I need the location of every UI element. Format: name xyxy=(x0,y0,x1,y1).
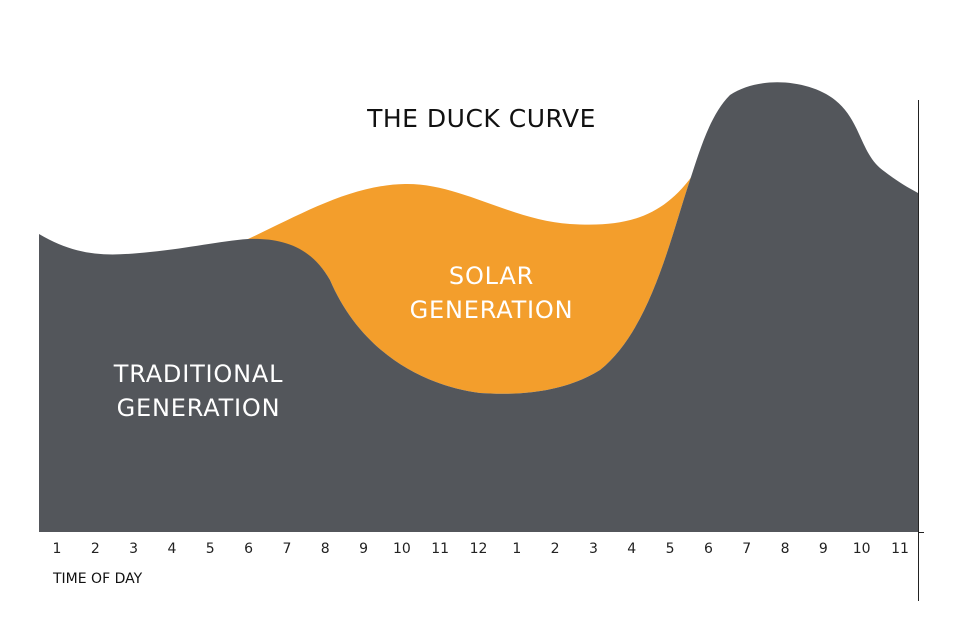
x-tick-label: 4 xyxy=(167,541,177,557)
x-tick-label: 10 xyxy=(852,541,871,557)
x-tick-label: 2 xyxy=(90,541,100,557)
traditional-generation-area xyxy=(39,82,918,533)
x-tick-label: 7 xyxy=(742,541,752,557)
x-tick-label: 4 xyxy=(627,541,637,557)
x-tick-label: 9 xyxy=(359,541,368,557)
x-tick-label: 6 xyxy=(244,541,254,557)
x-tick-label: 11 xyxy=(891,541,909,557)
x-tick-label: 11 xyxy=(431,541,450,557)
x-tick-label: 6 xyxy=(703,541,713,557)
x-tick-label: 2 xyxy=(550,541,560,557)
traditional-generation-label: TRADITIONAL GENERATION xyxy=(113,360,284,422)
x-tick-label: 1 xyxy=(512,541,522,557)
x-tick-label: 3 xyxy=(588,541,598,557)
x-tick-label: 12 xyxy=(469,541,488,557)
x-tick-label: 5 xyxy=(665,541,675,557)
x-tick-label: 3 xyxy=(129,541,139,557)
x-tick-label: 1 xyxy=(52,541,62,557)
x-tick-label: 10 xyxy=(392,541,411,557)
x-tick-label: 8 xyxy=(780,541,790,557)
x-tick-label: 9 xyxy=(818,541,828,557)
solar-generation-area xyxy=(248,172,695,394)
x-tick-label: 5 xyxy=(205,541,215,557)
x-tick-label: 7 xyxy=(282,541,292,557)
solar-generation-label: SOLAR GENERATION xyxy=(409,262,574,324)
x-tick-label: 8 xyxy=(320,541,330,557)
x-axis-label: TIME OF DAY xyxy=(53,571,143,587)
chart-title: THE DUCK CURVE xyxy=(367,104,596,133)
